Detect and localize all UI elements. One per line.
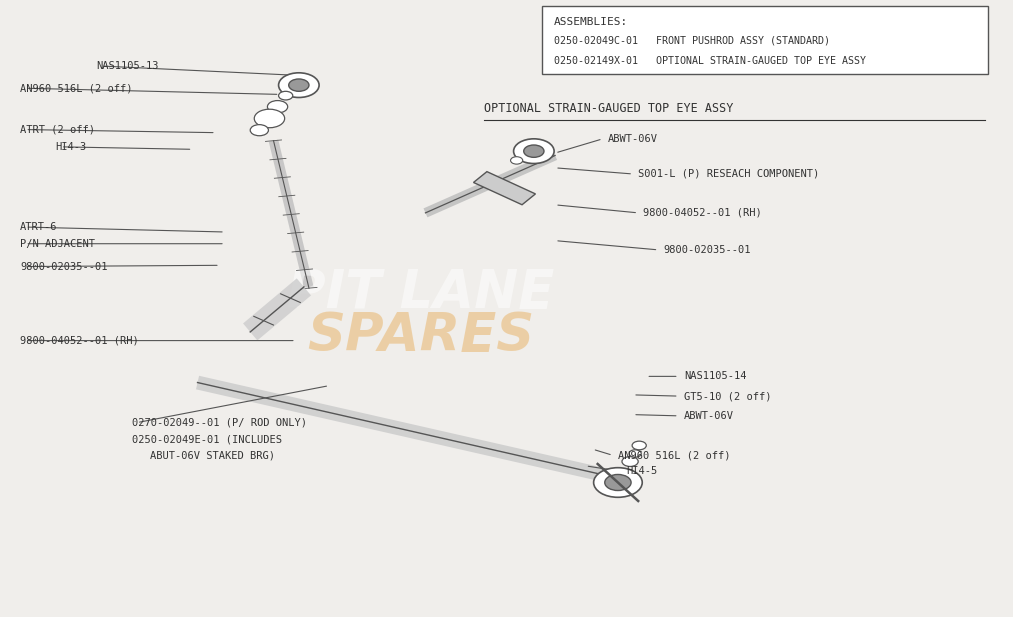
Text: 9800-02035--01: 9800-02035--01 xyxy=(20,262,107,271)
Text: S001-L (P) RESEACH COMPONENT): S001-L (P) RESEACH COMPONENT) xyxy=(638,169,820,179)
Circle shape xyxy=(632,441,646,450)
Text: ABUT-06V STAKED BRG): ABUT-06V STAKED BRG) xyxy=(150,450,275,460)
Text: HI4-5: HI4-5 xyxy=(626,466,657,476)
Text: GT5-10 (2 off): GT5-10 (2 off) xyxy=(684,391,771,401)
Text: 9800-02035--01: 9800-02035--01 xyxy=(664,245,751,255)
Bar xyxy=(542,6,988,74)
Text: ATRT-6: ATRT-6 xyxy=(20,222,58,232)
Circle shape xyxy=(605,474,631,491)
Circle shape xyxy=(514,139,554,164)
Circle shape xyxy=(267,101,288,113)
Circle shape xyxy=(279,91,293,100)
Text: AN960 516L (2 off): AN960 516L (2 off) xyxy=(20,83,133,93)
Text: PIT LANE: PIT LANE xyxy=(287,267,554,319)
Circle shape xyxy=(254,109,285,128)
Text: OPTIONAL STRAIN-GAUGED TOP EYE ASSY: OPTIONAL STRAIN-GAUGED TOP EYE ASSY xyxy=(484,102,733,115)
Text: ASSEMBLIES:: ASSEMBLIES: xyxy=(554,17,628,27)
Text: NAS1105-13: NAS1105-13 xyxy=(96,61,159,71)
Circle shape xyxy=(524,145,544,157)
Circle shape xyxy=(511,157,523,164)
Text: 0250-02049E-01 (INCLUDES: 0250-02049E-01 (INCLUDES xyxy=(132,434,282,444)
Text: ATRT (2 off): ATRT (2 off) xyxy=(20,125,95,135)
Circle shape xyxy=(622,457,638,466)
Circle shape xyxy=(279,73,319,97)
Text: 0250-02049C-01   FRONT PUSHROD ASSY (STANDARD): 0250-02049C-01 FRONT PUSHROD ASSY (STAND… xyxy=(554,35,830,45)
Text: ABWT-06V: ABWT-06V xyxy=(608,134,657,144)
Polygon shape xyxy=(473,172,536,205)
Circle shape xyxy=(629,450,641,457)
Text: 9800-04052--01 (RH): 9800-04052--01 (RH) xyxy=(643,208,762,218)
Text: 0250-02149X-01   OPTIONAL STRAIN-GAUGED TOP EYE ASSY: 0250-02149X-01 OPTIONAL STRAIN-GAUGED TO… xyxy=(554,56,866,66)
Text: 9800-04052--01 (RH): 9800-04052--01 (RH) xyxy=(20,336,139,346)
Text: P/N ADJACENT: P/N ADJACENT xyxy=(20,239,95,249)
Circle shape xyxy=(250,125,268,136)
Text: AN960 516L (2 off): AN960 516L (2 off) xyxy=(618,450,730,460)
Text: HI4-3: HI4-3 xyxy=(56,142,87,152)
Text: 0270-02049--01 (P/ ROD ONLY): 0270-02049--01 (P/ ROD ONLY) xyxy=(132,418,307,428)
Text: NAS1105-14: NAS1105-14 xyxy=(684,371,747,381)
Text: ABWT-06V: ABWT-06V xyxy=(684,411,733,421)
Circle shape xyxy=(289,79,309,91)
Text: SPARES: SPARES xyxy=(307,310,534,362)
Circle shape xyxy=(594,468,642,497)
